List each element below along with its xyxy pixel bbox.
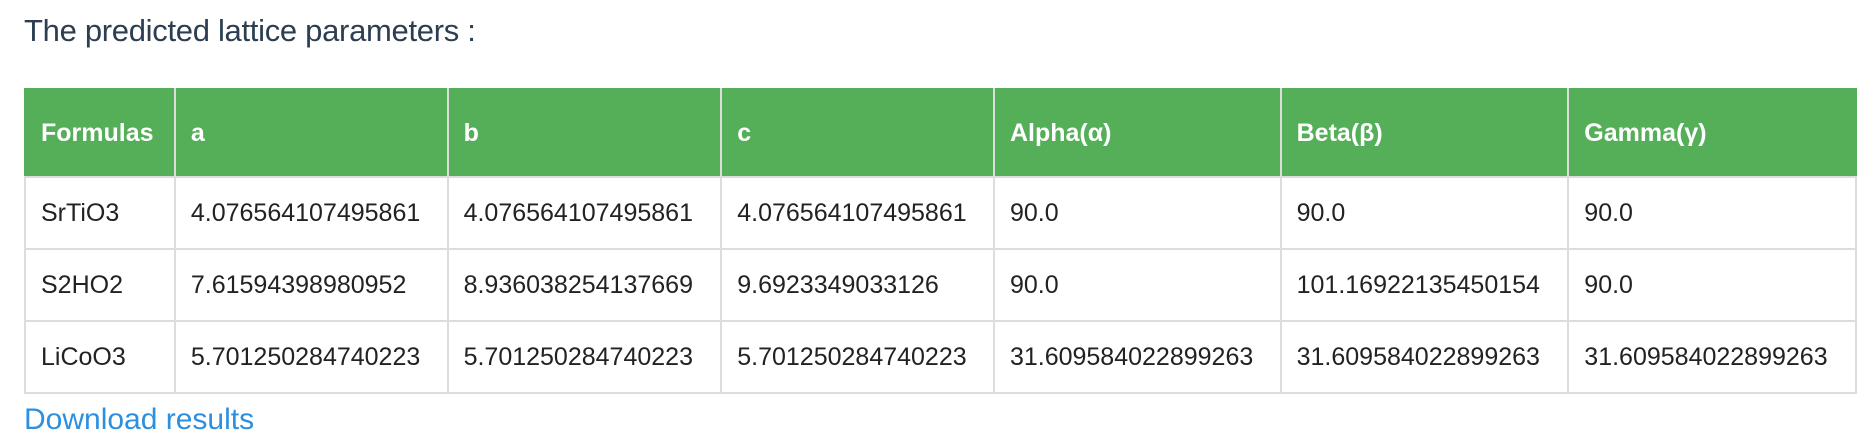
table-row: LiCoO3 5.701250284740223 5.7012502847402…: [24, 320, 1857, 394]
column-header-beta: Beta(β): [1279, 88, 1570, 178]
cell-a: 5.701250284740223: [173, 320, 449, 394]
cell-beta: 101.16922135450154: [1279, 248, 1570, 322]
column-header-gamma: Gamma(γ): [1567, 88, 1857, 178]
cell-gamma: 90.0: [1567, 248, 1857, 322]
cell-alpha: 90.0: [992, 248, 1282, 322]
column-header-b: b: [446, 88, 723, 178]
cell-alpha: 31.609584022899263: [992, 320, 1282, 394]
cell-c: 5.701250284740223: [720, 320, 995, 394]
column-header-alpha: Alpha(α): [992, 88, 1282, 178]
cell-b: 4.076564107495861: [446, 176, 723, 250]
cell-b: 5.701250284740223: [446, 320, 723, 394]
page-title: The predicted lattice parameters :: [24, 13, 476, 48]
cell-beta: 90.0: [1279, 176, 1570, 250]
column-header-formulas: Formulas: [24, 88, 176, 178]
cell-c: 4.076564107495861: [720, 176, 995, 250]
cell-alpha: 90.0: [992, 176, 1282, 250]
cell-c: 9.6923349033126: [720, 248, 995, 322]
cell-formula: SrTiO3: [24, 176, 176, 250]
cell-a: 7.61594398980952: [173, 248, 449, 322]
column-header-a: a: [173, 88, 449, 178]
column-header-c: c: [720, 88, 995, 178]
cell-a: 4.076564107495861: [173, 176, 449, 250]
cell-formula: S2HO2: [24, 248, 176, 322]
download-results-link[interactable]: Download results: [24, 403, 255, 436]
table-header-row: Formulas a b c Alpha(α) Beta(β) Gamma(γ): [24, 88, 1857, 178]
table-row: S2HO2 7.61594398980952 8.936038254137669…: [24, 248, 1857, 322]
cell-beta: 31.609584022899263: [1279, 320, 1570, 394]
cell-gamma: 31.609584022899263: [1567, 320, 1857, 394]
lattice-parameters-table: Formulas a b c Alpha(α) Beta(β) Gamma(γ)…: [24, 88, 1857, 394]
table-row: SrTiO3 4.076564107495861 4.0765641074958…: [24, 176, 1857, 250]
cell-formula: LiCoO3: [24, 320, 176, 394]
cell-b: 8.936038254137669: [446, 248, 723, 322]
cell-gamma: 90.0: [1567, 176, 1857, 250]
